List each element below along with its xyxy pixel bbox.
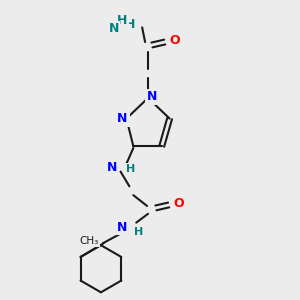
Text: N: N	[107, 161, 118, 174]
Text: N: N	[114, 17, 125, 30]
Text: O: O	[173, 196, 184, 209]
Text: H: H	[125, 18, 136, 31]
Text: N: N	[117, 221, 128, 234]
Text: N: N	[109, 22, 119, 35]
Text: O: O	[169, 34, 180, 46]
Text: CH₃: CH₃	[80, 236, 99, 246]
Text: N: N	[147, 91, 157, 103]
Text: H: H	[117, 14, 128, 27]
Text: H: H	[134, 227, 143, 237]
Text: N: N	[117, 112, 128, 125]
Text: H: H	[126, 164, 136, 174]
